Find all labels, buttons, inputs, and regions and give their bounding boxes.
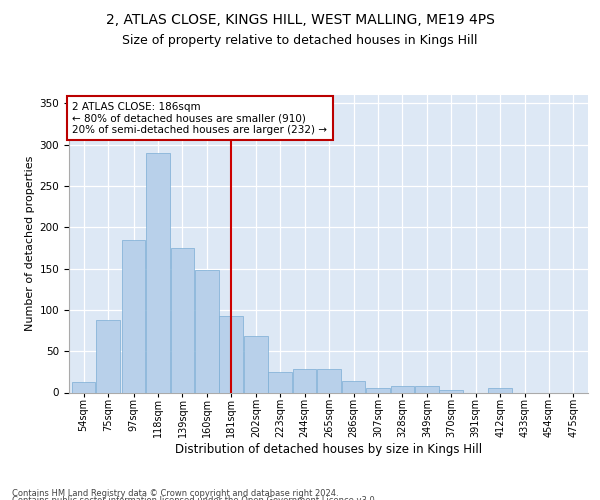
Bar — [317, 368, 341, 392]
Text: Contains public sector information licensed under the Open Government Licence v3: Contains public sector information licen… — [12, 496, 377, 500]
X-axis label: Distribution of detached houses by size in Kings Hill: Distribution of detached houses by size … — [175, 443, 482, 456]
Text: 2 ATLAS CLOSE: 186sqm
← 80% of detached houses are smaller (910)
20% of semi-det: 2 ATLAS CLOSE: 186sqm ← 80% of detached … — [73, 102, 328, 135]
Bar — [439, 390, 463, 392]
Bar — [220, 316, 243, 392]
Bar — [415, 386, 439, 392]
Bar — [146, 153, 170, 392]
Bar — [268, 372, 292, 392]
Y-axis label: Number of detached properties: Number of detached properties — [25, 156, 35, 332]
Bar — [195, 270, 219, 392]
Bar — [122, 240, 145, 392]
Bar — [488, 388, 512, 392]
Bar — [170, 248, 194, 392]
Text: Size of property relative to detached houses in Kings Hill: Size of property relative to detached ho… — [122, 34, 478, 47]
Bar — [96, 320, 120, 392]
Bar — [244, 336, 268, 392]
Bar — [391, 386, 414, 392]
Bar — [71, 382, 95, 392]
Bar — [341, 381, 365, 392]
Bar — [293, 368, 316, 392]
Text: 2, ATLAS CLOSE, KINGS HILL, WEST MALLING, ME19 4PS: 2, ATLAS CLOSE, KINGS HILL, WEST MALLING… — [106, 12, 494, 26]
Bar — [366, 388, 390, 392]
Text: Contains HM Land Registry data © Crown copyright and database right 2024.: Contains HM Land Registry data © Crown c… — [12, 488, 338, 498]
